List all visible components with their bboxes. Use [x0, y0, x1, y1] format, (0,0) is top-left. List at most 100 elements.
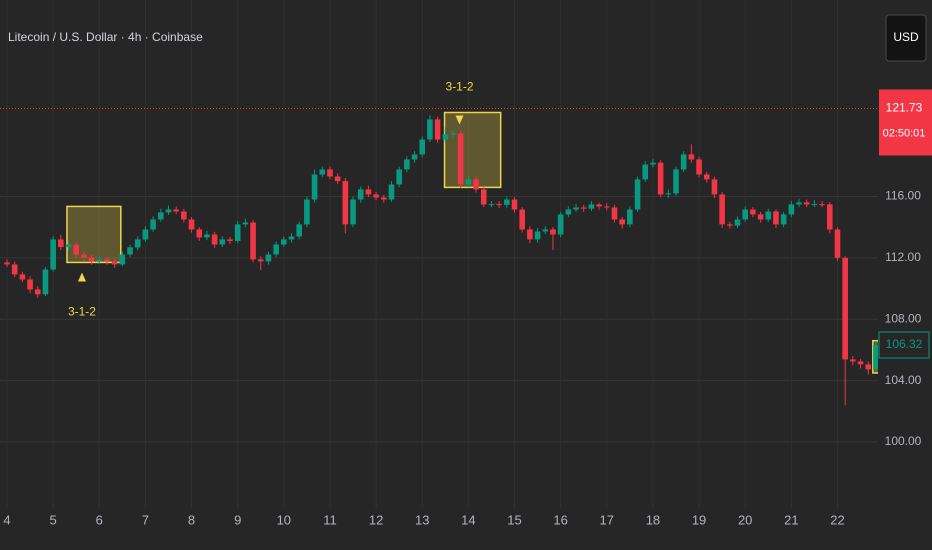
y-tick-label: 112.00 [885, 250, 921, 264]
price-countdown: 02:50:01 [883, 127, 926, 139]
candle-body [327, 169, 333, 177]
candle-body [550, 229, 556, 235]
candle-body [826, 204, 833, 230]
candle-body [673, 169, 679, 194]
candle-body [680, 154, 687, 170]
candle-body [619, 219, 625, 225]
candle-body [442, 134, 449, 140]
y-tick-label: 100.00 [885, 434, 922, 448]
candle-body [588, 204, 595, 209]
x-tick-label: 14 [461, 512, 475, 527]
candle-body [42, 269, 49, 295]
currency-label[interactable]: USD [893, 30, 919, 44]
candle-body [396, 169, 402, 185]
candle-body [134, 239, 141, 248]
candle-body [288, 236, 295, 240]
x-tick-label: 9 [234, 512, 241, 527]
candle-body [419, 139, 426, 155]
candle-body [19, 274, 26, 280]
candle-body [573, 207, 579, 210]
x-tick-label: 19 [692, 512, 706, 527]
candle-body [519, 209, 526, 230]
candle-body [627, 209, 633, 225]
candle-body [4, 262, 10, 265]
candle-body [188, 219, 195, 230]
x-tick-label: 22 [830, 512, 844, 527]
candle-body [350, 199, 356, 225]
candle-body [457, 133, 464, 185]
candle-body [727, 224, 733, 226]
candle-body [842, 257, 848, 360]
candle-body [734, 219, 741, 226]
x-tick-label: 20 [738, 512, 752, 527]
candle-body [703, 174, 710, 180]
grid [0, 195, 878, 443]
candle-body [427, 119, 433, 140]
candle-body [242, 222, 249, 225]
pattern-box [443, 111, 502, 189]
candle-body [88, 257, 95, 262]
candle-body [834, 229, 841, 258]
x-tick-label: 18 [646, 512, 660, 527]
candle-body [173, 209, 179, 212]
candle-body [127, 247, 133, 255]
x-tick-label: 21 [784, 512, 798, 527]
pattern-label: 3-1-2 [68, 305, 96, 319]
candle-body [865, 364, 872, 370]
candle-body [50, 239, 56, 270]
candle-body [857, 361, 864, 365]
candle-body [634, 179, 641, 210]
candle-body [557, 214, 564, 235]
candle-body [273, 244, 279, 255]
candle-body [657, 162, 664, 195]
candle-body [765, 211, 772, 220]
candle-body [65, 244, 72, 248]
candle-body [257, 259, 264, 262]
candle-body [181, 211, 187, 220]
candle-body [250, 222, 256, 260]
candle-body [311, 174, 318, 200]
candle-body [850, 359, 856, 362]
candle-body [104, 259, 110, 262]
candle-body [788, 204, 795, 215]
candle-body [319, 169, 326, 175]
price-line-label: 121.73 [886, 101, 923, 115]
candle-body [204, 234, 210, 238]
candle-body [811, 204, 818, 206]
x-tick-label: 4 [3, 512, 10, 527]
x-tick-label: 12 [369, 512, 383, 527]
candle-body [196, 229, 203, 238]
candle-body [404, 159, 410, 170]
candle-body [265, 254, 272, 262]
candle-body [234, 224, 241, 241]
x-tick-label: 7 [142, 512, 149, 527]
pattern-arrow [455, 115, 464, 125]
x-tick-label: 5 [50, 512, 57, 527]
candle-body [96, 259, 103, 262]
candle-body [688, 154, 695, 160]
currency-button[interactable] [885, 14, 927, 62]
candle-body [357, 189, 364, 200]
candle-body [642, 164, 649, 180]
candle-body [480, 189, 487, 205]
candle-body [465, 179, 472, 185]
candle-body [496, 204, 502, 206]
candle-body [757, 214, 764, 220]
candle-body [281, 239, 287, 245]
candle-body [342, 181, 349, 225]
candle-body [780, 214, 787, 225]
candle-body [119, 254, 126, 265]
candle-body [219, 239, 226, 245]
candle-body [696, 159, 702, 175]
candle-body [111, 261, 118, 265]
candle-body [304, 199, 310, 225]
candle-body [365, 189, 372, 195]
candle-body [73, 244, 80, 255]
candle-body [596, 204, 602, 207]
candle-body [211, 234, 218, 245]
candle-body [611, 207, 618, 220]
candle-body [473, 179, 479, 190]
x-tick-label: 11 [323, 512, 337, 527]
candle-body [334, 176, 341, 182]
